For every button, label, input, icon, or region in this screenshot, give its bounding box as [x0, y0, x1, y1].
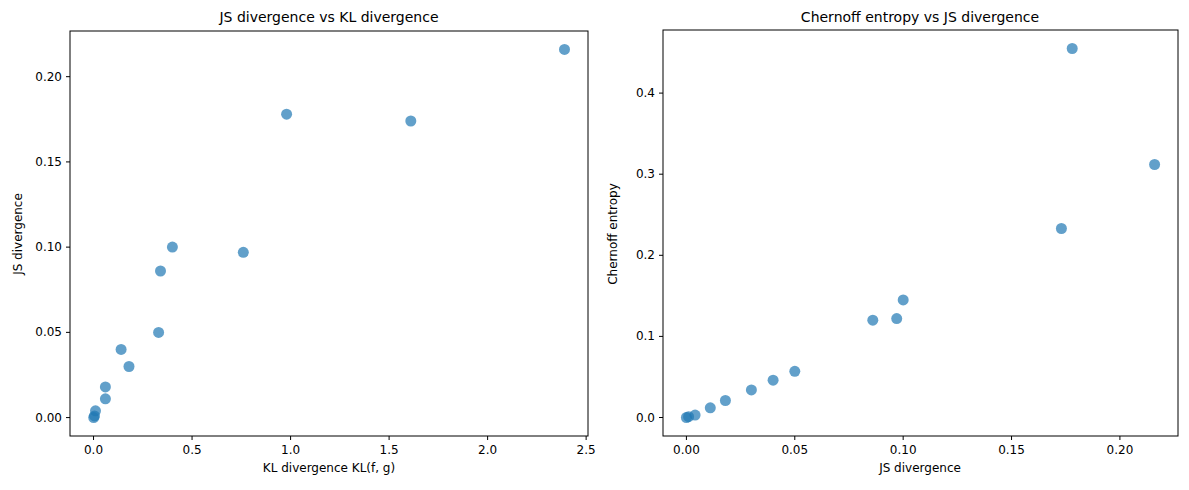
- x-tick-label: 1.0: [281, 443, 300, 457]
- scatter-point: [898, 294, 909, 305]
- y-tick-label: 0.2: [636, 248, 655, 262]
- axes-frame: [663, 30, 1178, 436]
- x-tick-label: 2.5: [577, 443, 596, 457]
- left-plot-title: JS divergence vs KL divergence: [218, 9, 438, 25]
- axes-frame: [70, 31, 588, 436]
- left-plot-xlabel: KL divergence KL(f, g): [263, 461, 395, 475]
- y-tick-label: 0.4: [636, 86, 655, 100]
- right-plot: 0.00 0.05 0.10 0.15 0.20 0.0 0.1 0.2 0.3 0.4 Cher…: [606, 9, 1178, 475]
- left-plot: 0.0 0.5 1.0 1.5 2.0 2.5 0.00 0.05 0.10 0.15 0.20 J…: [11, 9, 596, 475]
- x-tick-label: 2.0: [478, 443, 497, 457]
- scatter-point: [559, 44, 570, 55]
- x-tick-label: 0.15: [998, 443, 1025, 457]
- scatter-point: [1149, 159, 1160, 170]
- right-plot-axes: 0.00 0.05 0.10 0.15 0.20 0.0 0.1 0.2 0.3 0.4: [636, 30, 1178, 457]
- x-tick-label: 0.20: [1107, 443, 1134, 457]
- scatter-point: [238, 247, 249, 258]
- scatter-point: [155, 266, 166, 277]
- scatter-point: [124, 361, 135, 372]
- scatter-point: [116, 344, 127, 355]
- scatter-point: [891, 313, 902, 324]
- x-tick-label: 0.05: [781, 443, 808, 457]
- y-tick-label: 0.0: [636, 411, 655, 425]
- figure-canvas: 0.0 0.5 1.0 1.5 2.0 2.5 0.00 0.05 0.10 0.15 0.20 J…: [0, 0, 1189, 490]
- right-plot-title: Chernoff entropy vs JS divergence: [801, 9, 1039, 25]
- scatter-point: [1067, 43, 1078, 54]
- y-tick-label: 0.00: [35, 411, 62, 425]
- y-tick-label: 0.10: [35, 240, 62, 254]
- scatter-point: [167, 242, 178, 253]
- left-plot-ylabel: JS divergence: [11, 193, 25, 276]
- scatter-point: [100, 381, 111, 392]
- right-plot-xlabel: JS divergence: [878, 461, 961, 475]
- scatter-point: [867, 315, 878, 326]
- scatter-point: [720, 395, 731, 406]
- x-tick-label: 0.5: [183, 443, 202, 457]
- y-tick-label: 0.05: [35, 325, 62, 339]
- x-tick-label: 0.0: [84, 443, 103, 457]
- scatter-point: [100, 393, 111, 404]
- x-tick-label: 0.10: [890, 443, 917, 457]
- scatter-point: [90, 405, 101, 416]
- right-plot-ylabel: Chernoff entropy: [606, 183, 620, 285]
- x-tick-label: 1.5: [380, 443, 399, 457]
- x-tick-label: 0.00: [673, 443, 700, 457]
- left-plot-axes: 0.0 0.5 1.0 1.5 2.0 2.5 0.00 0.05 0.10 0.15 0.20: [35, 31, 595, 457]
- scatter-point: [705, 402, 716, 413]
- scatter-point: [1056, 223, 1067, 234]
- scatter-point: [789, 366, 800, 377]
- y-tick-label: 0.3: [636, 167, 655, 181]
- scatter-point: [746, 384, 757, 395]
- y-tick-label: 0.15: [35, 155, 62, 169]
- scatter-point: [690, 410, 701, 421]
- scatter-point: [281, 109, 292, 120]
- scatter-point: [405, 116, 416, 127]
- y-tick-label: 0.20: [35, 70, 62, 84]
- scatter-plots-svg: 0.0 0.5 1.0 1.5 2.0 2.5 0.00 0.05 0.10 0.15 0.20 J…: [0, 0, 1189, 490]
- scatter-point: [153, 327, 164, 338]
- y-tick-label: 0.1: [636, 329, 655, 343]
- scatter-point: [768, 375, 779, 386]
